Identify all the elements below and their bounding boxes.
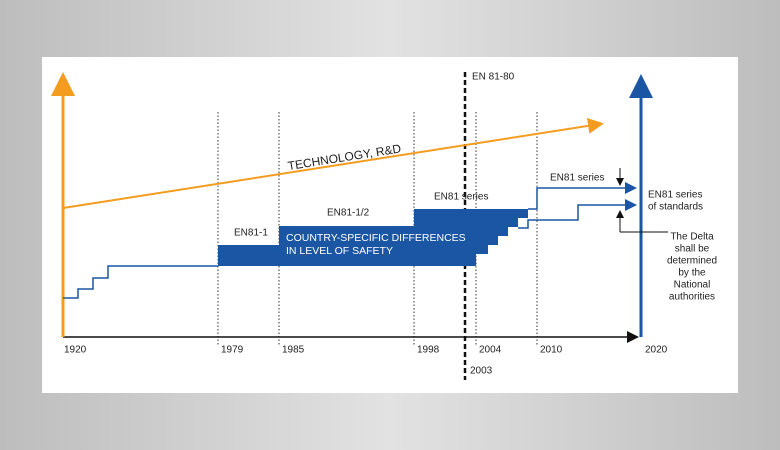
year-label: 1985 xyxy=(282,345,305,356)
year-label: 1920 xyxy=(64,345,87,356)
standards-label: EN81 series xyxy=(648,190,702,201)
delta-line: by the xyxy=(678,268,706,279)
delta-line: determined xyxy=(667,256,717,267)
delta-line: authorities xyxy=(669,292,715,303)
phase-label: EN81-1 xyxy=(234,228,268,239)
level-line xyxy=(63,265,218,299)
year-label: 2010 xyxy=(540,345,563,356)
phase-label: EN81 series xyxy=(434,192,488,203)
phase-label: EN81-1/2 xyxy=(327,208,370,219)
technology-line xyxy=(62,117,604,209)
safety-band xyxy=(218,209,528,266)
lower-line xyxy=(518,199,637,229)
phase-label: EN81 series xyxy=(550,173,604,184)
upper-line xyxy=(528,182,637,210)
year-label: 2004 xyxy=(479,345,502,356)
standards-label: of standards xyxy=(648,202,703,213)
delta-line: shall be xyxy=(675,244,710,255)
band-label: IN LEVEL OF SAFETY xyxy=(286,245,393,257)
year-label: 1998 xyxy=(417,345,440,356)
year-labels: 1920 1979 1985 1998 2004 2010 2020 xyxy=(64,345,668,356)
year-label: 2020 xyxy=(645,345,668,356)
year-label: 1979 xyxy=(221,345,244,356)
marker-year: 2003 xyxy=(470,366,493,377)
delta-line: The Delta xyxy=(670,232,714,243)
delta-line: National xyxy=(674,280,711,291)
band-label: COUNTRY-SPECIFIC DIFFERENCES xyxy=(286,232,466,244)
panel xyxy=(42,57,738,393)
marker-label: EN 81-80 xyxy=(472,72,515,83)
delta-note: The Delta shall be determined by the Nat… xyxy=(667,232,717,303)
